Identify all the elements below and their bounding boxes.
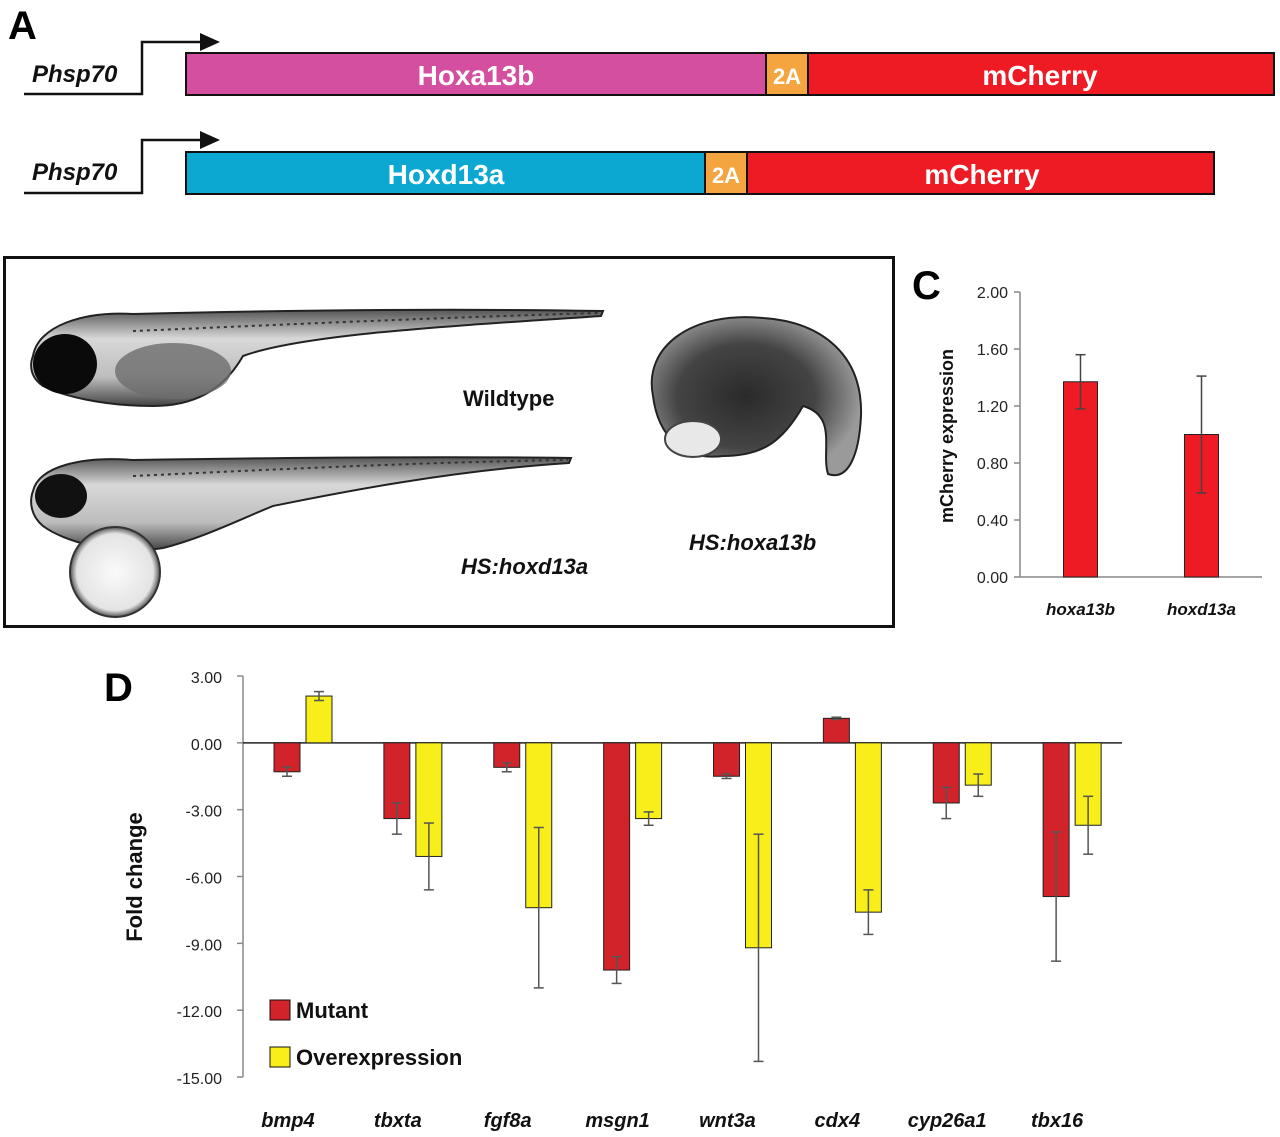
segment-label-mcherry-1: mCherry (982, 60, 1098, 91)
chart-c-bars (1063, 353, 1219, 578)
chart-c-tick-label: 1.20 (977, 399, 1008, 416)
larvae-image-panel: Wildtype HS:hoxd13a HS:hoxa13b (3, 256, 895, 628)
segment-mcherry-1 (807, 52, 1275, 96)
chart-d-tick-label: -3.00 (186, 804, 223, 821)
chart-d-bar-mutant (822, 717, 850, 744)
hoxa13b-larva-image (650, 316, 863, 477)
segment-label-hoxd13a: Hoxd13a (388, 159, 505, 190)
promoter-line-2 (24, 138, 208, 195)
chart-d-bars (273, 690, 1102, 1063)
chart-d-category-label: bmp4 (261, 1110, 314, 1132)
chart-c-tick-label: 2.00 (977, 285, 1008, 302)
chart-d: 3.00 0.00 -3.00 -6.00 -9.00 -12.00 -15.00 bmp4 t… (122, 670, 1122, 1132)
chart-d-ylabel: Fold change (122, 812, 147, 942)
chart-d-category-label: fgf8a (484, 1110, 532, 1132)
chart-d-bar-overexpression (305, 695, 333, 744)
chart-d-tick-label: -15.00 (177, 1071, 222, 1088)
label-wildtype: Wildtype (463, 386, 554, 411)
promoter-label-2: Phsp70 (32, 159, 118, 186)
chart-d-bar-overexpression (854, 742, 882, 913)
chart-d-category-label: cdx4 (815, 1110, 861, 1132)
chart-d-tick-label: -9.00 (186, 937, 223, 954)
chart-d-tick-label: 0.00 (191, 737, 222, 754)
segment-label-2a-2: 2A (712, 163, 740, 188)
promoter-line-1 (24, 40, 208, 96)
chart-d-bar-overexpression (635, 742, 663, 820)
chart-d-legend: Mutant Overexpression (269, 998, 462, 1070)
chart-c-bar (1063, 381, 1098, 578)
panel-label-d: D (104, 666, 133, 710)
chart-d-category-label: tbx16 (1031, 1110, 1084, 1132)
construct-diagram: Phsp70 Hoxa13b 2A mCherry Phsp70 Hoxd13a… (24, 33, 1275, 195)
chart-d-bar-mutant (713, 742, 740, 777)
chart-d-category-label: tbxta (374, 1110, 422, 1132)
hoxd13a-larva-image (30, 456, 573, 618)
chart-c-category-label: hoxa13b (1046, 600, 1115, 619)
chart-d-bar-mutant (273, 742, 301, 773)
chart-d-tick-label: -12.00 (177, 1004, 222, 1021)
segment-mcherry-2 (746, 151, 1215, 195)
legend-label-mutant: Mutant (296, 998, 369, 1023)
legend-swatch-mutant (269, 999, 291, 1021)
legend-swatch-overexpression (269, 1046, 291, 1068)
chart-c-category-label: hoxd13a (1167, 600, 1236, 619)
chart-c-ylabel: mCherry expression (937, 349, 957, 523)
wildtype-larva-image (30, 308, 605, 408)
chart-c: 2.00 1.60 1.20 0.80 0.40 0.00 hoxa13b hoxd13a m… (937, 285, 1262, 619)
label-hs-hoxa13b: HS:hoxa13b (689, 530, 816, 555)
chart-d-category-label: msgn1 (585, 1110, 649, 1132)
panel-label-a: A (8, 4, 37, 48)
legend-label-overexpression: Overexpression (296, 1045, 462, 1070)
promoter-label-1: Phsp70 (32, 61, 118, 88)
chart-c-tick-label: 0.00 (977, 570, 1008, 587)
segment-label-2a-1: 2A (773, 64, 801, 89)
arrow-icon (200, 131, 220, 149)
chart-c-tick-label: 0.40 (977, 513, 1008, 530)
chart-d-tick-label: -6.00 (186, 871, 223, 888)
chart-d-category-label: cyp26a1 (908, 1110, 987, 1132)
segment-label-mcherry-2: mCherry (924, 159, 1040, 190)
chart-c-axes: 2.00 1.60 1.20 0.80 0.40 0.00 hoxa13b hoxd13a (977, 285, 1262, 619)
segment-label-hoxa13b: Hoxa13b (418, 60, 535, 91)
chart-d-bar-mutant (603, 742, 631, 971)
arrow-icon (200, 33, 220, 51)
construct-2: Phsp70 Hoxd13a 2A mCherry (24, 131, 1215, 195)
panel-label-c: C (912, 264, 941, 308)
segment-2a-1 (765, 52, 809, 96)
chart-c-tick-label: 0.80 (977, 456, 1008, 473)
label-hs-hoxd13a: HS:hoxd13a (461, 554, 588, 579)
chart-d-category-label: wnt3a (699, 1110, 756, 1132)
chart-d-tick-label: 3.00 (191, 670, 222, 687)
construct-1: Phsp70 Hoxa13b 2A mCherry (24, 33, 1275, 96)
chart-c-tick-label: 1.60 (977, 342, 1008, 359)
